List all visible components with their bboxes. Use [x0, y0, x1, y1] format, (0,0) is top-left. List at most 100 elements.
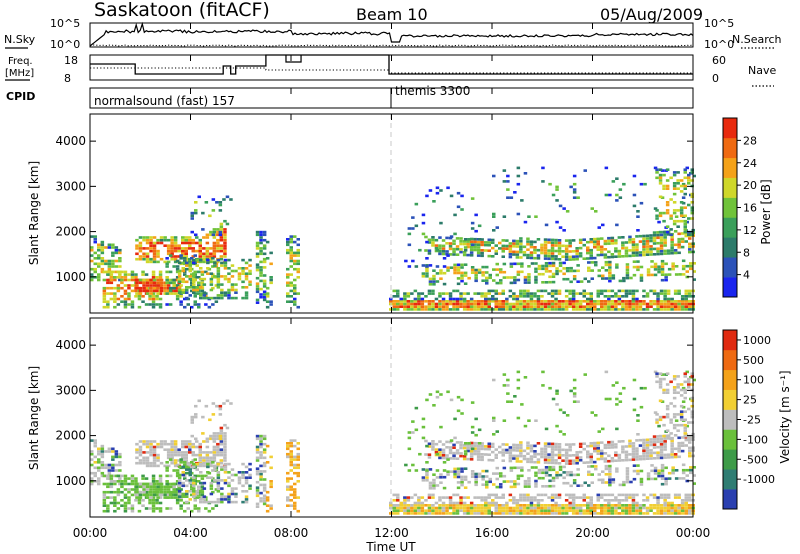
velocity-cell [209, 459, 213, 462]
power-cell [265, 286, 270, 290]
power-cell [596, 243, 600, 246]
velocity-cell [193, 458, 197, 461]
velocity-cell [614, 512, 618, 515]
power-cell [536, 302, 541, 306]
velocity-cell [255, 502, 260, 506]
power-cell [516, 278, 521, 282]
power-cell [638, 302, 643, 306]
power-cell [145, 236, 150, 239]
power-cell [519, 308, 523, 311]
velocity-cell [166, 451, 171, 454]
velocity-cell [194, 413, 198, 416]
velocity-cell [659, 512, 664, 515]
power-cell [540, 295, 544, 298]
velocity-cell [431, 448, 435, 451]
power-cell [669, 214, 673, 218]
power-cell [656, 297, 660, 301]
power-cell [145, 252, 150, 256]
power-cell [649, 302, 653, 306]
power-cell [554, 238, 558, 242]
power-cell [480, 243, 484, 247]
velocity-cell [582, 496, 586, 499]
power-cell [185, 291, 189, 294]
power-cell [536, 289, 541, 293]
velocity-cell [428, 468, 433, 471]
velocity-cell [192, 481, 196, 485]
velocity-cell [522, 499, 527, 502]
power-cell [158, 305, 163, 309]
velocity-cell [177, 465, 182, 469]
velocity-cell [192, 484, 196, 488]
velocity-cell [645, 454, 650, 458]
velocity-cell [554, 506, 558, 510]
power-cell [638, 300, 643, 303]
velocity-cell [672, 375, 677, 378]
velocity-cell [631, 455, 636, 459]
power-cell [111, 259, 115, 263]
velocity-cell [202, 500, 207, 504]
velocity-cell [211, 402, 216, 405]
velocity-cell [425, 461, 429, 464]
power-cell [212, 252, 217, 256]
power-cell [185, 261, 189, 265]
velocity-cell [687, 386, 691, 389]
power-cell [558, 226, 563, 229]
velocity-cell [223, 423, 227, 427]
power-cell [184, 238, 188, 242]
power-cell [568, 255, 572, 259]
velocity-cell [442, 469, 447, 472]
power-cell [557, 305, 562, 308]
power-cell [645, 292, 650, 295]
velocity-cell [541, 468, 545, 472]
velocity-cell [149, 453, 153, 457]
velocity-cell [617, 506, 622, 510]
velocity-cell [123, 496, 128, 499]
power-cell [672, 209, 677, 212]
power-cell [662, 230, 666, 234]
velocity-cell [241, 473, 245, 477]
power-cell [188, 264, 192, 267]
power-cell [130, 276, 135, 279]
velocity-cell [123, 501, 128, 505]
power-cell [432, 274, 436, 278]
velocity-cell [680, 499, 685, 502]
power-cell [293, 235, 297, 238]
power-cell [645, 295, 650, 298]
velocity-cell [604, 370, 609, 374]
power-cell [223, 247, 227, 250]
velocity-cell [286, 480, 290, 483]
velocity-cell [142, 485, 146, 489]
velocity-cell [495, 472, 499, 475]
velocity-cell [204, 404, 209, 408]
power-cell [123, 270, 128, 274]
power-cell [163, 260, 167, 264]
velocity-cell [399, 501, 403, 505]
velocity-cell [392, 506, 396, 510]
velocity-cell [554, 442, 558, 446]
power-cell [456, 277, 461, 280]
velocity-cell [610, 509, 615, 512]
velocity-cell [530, 466, 535, 469]
velocity-cell [480, 506, 484, 510]
power-cell [181, 247, 185, 250]
velocity-cell [431, 509, 435, 512]
velocity-cell [453, 417, 457, 421]
velocity-cell [425, 476, 429, 479]
power-cell [293, 300, 297, 303]
power-cell [512, 308, 516, 311]
velocity-cell [519, 446, 523, 450]
velocity-cell [188, 451, 192, 454]
power-cell [407, 232, 412, 236]
velocity-cell [474, 478, 478, 481]
power-cell [93, 235, 97, 238]
power-cell [658, 195, 663, 199]
velocity-cell [421, 479, 426, 482]
power-cell [689, 262, 693, 265]
velocity-cell [586, 496, 590, 499]
velocity-cell [227, 471, 231, 474]
velocity-cell [293, 455, 297, 459]
velocity-cell [631, 442, 636, 445]
power-cell [635, 305, 639, 308]
power-cell [642, 295, 646, 298]
velocity-cell [427, 445, 432, 448]
